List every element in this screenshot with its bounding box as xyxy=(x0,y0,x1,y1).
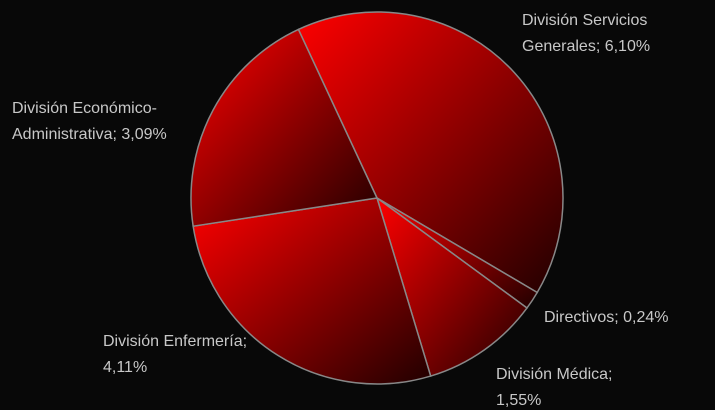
pie-slice xyxy=(190,28,379,228)
slice-label-line: Generales; 6,10% xyxy=(522,38,650,55)
slice-label: División Económico- Administrativa; 3,09% xyxy=(12,100,167,143)
slice-label-line: División Enfermería; xyxy=(103,333,247,350)
slice-label-line: Directivos; 0,24% xyxy=(544,309,669,326)
slice-label: División Médica; 1,55% xyxy=(496,366,612,409)
pie-slice xyxy=(192,197,432,385)
slice-label: Directivos; 0,24% xyxy=(544,309,669,326)
pie-slice xyxy=(375,196,529,378)
slice-label-line: 1,55% xyxy=(496,392,541,409)
slice-label-line: Administrativa; 3,09% xyxy=(12,126,167,143)
slice-label-line: División Económico- xyxy=(12,100,157,117)
slice-label: División Enfermería; 4,11% xyxy=(103,333,247,376)
slice-label: División Servicios Generales; 6,10% xyxy=(522,12,650,55)
slice-label-line: División Médica; xyxy=(496,366,612,383)
pie-slice xyxy=(297,11,564,294)
slice-label-line: División Servicios xyxy=(522,12,647,29)
slice-label-line: 4,11% xyxy=(103,359,147,376)
